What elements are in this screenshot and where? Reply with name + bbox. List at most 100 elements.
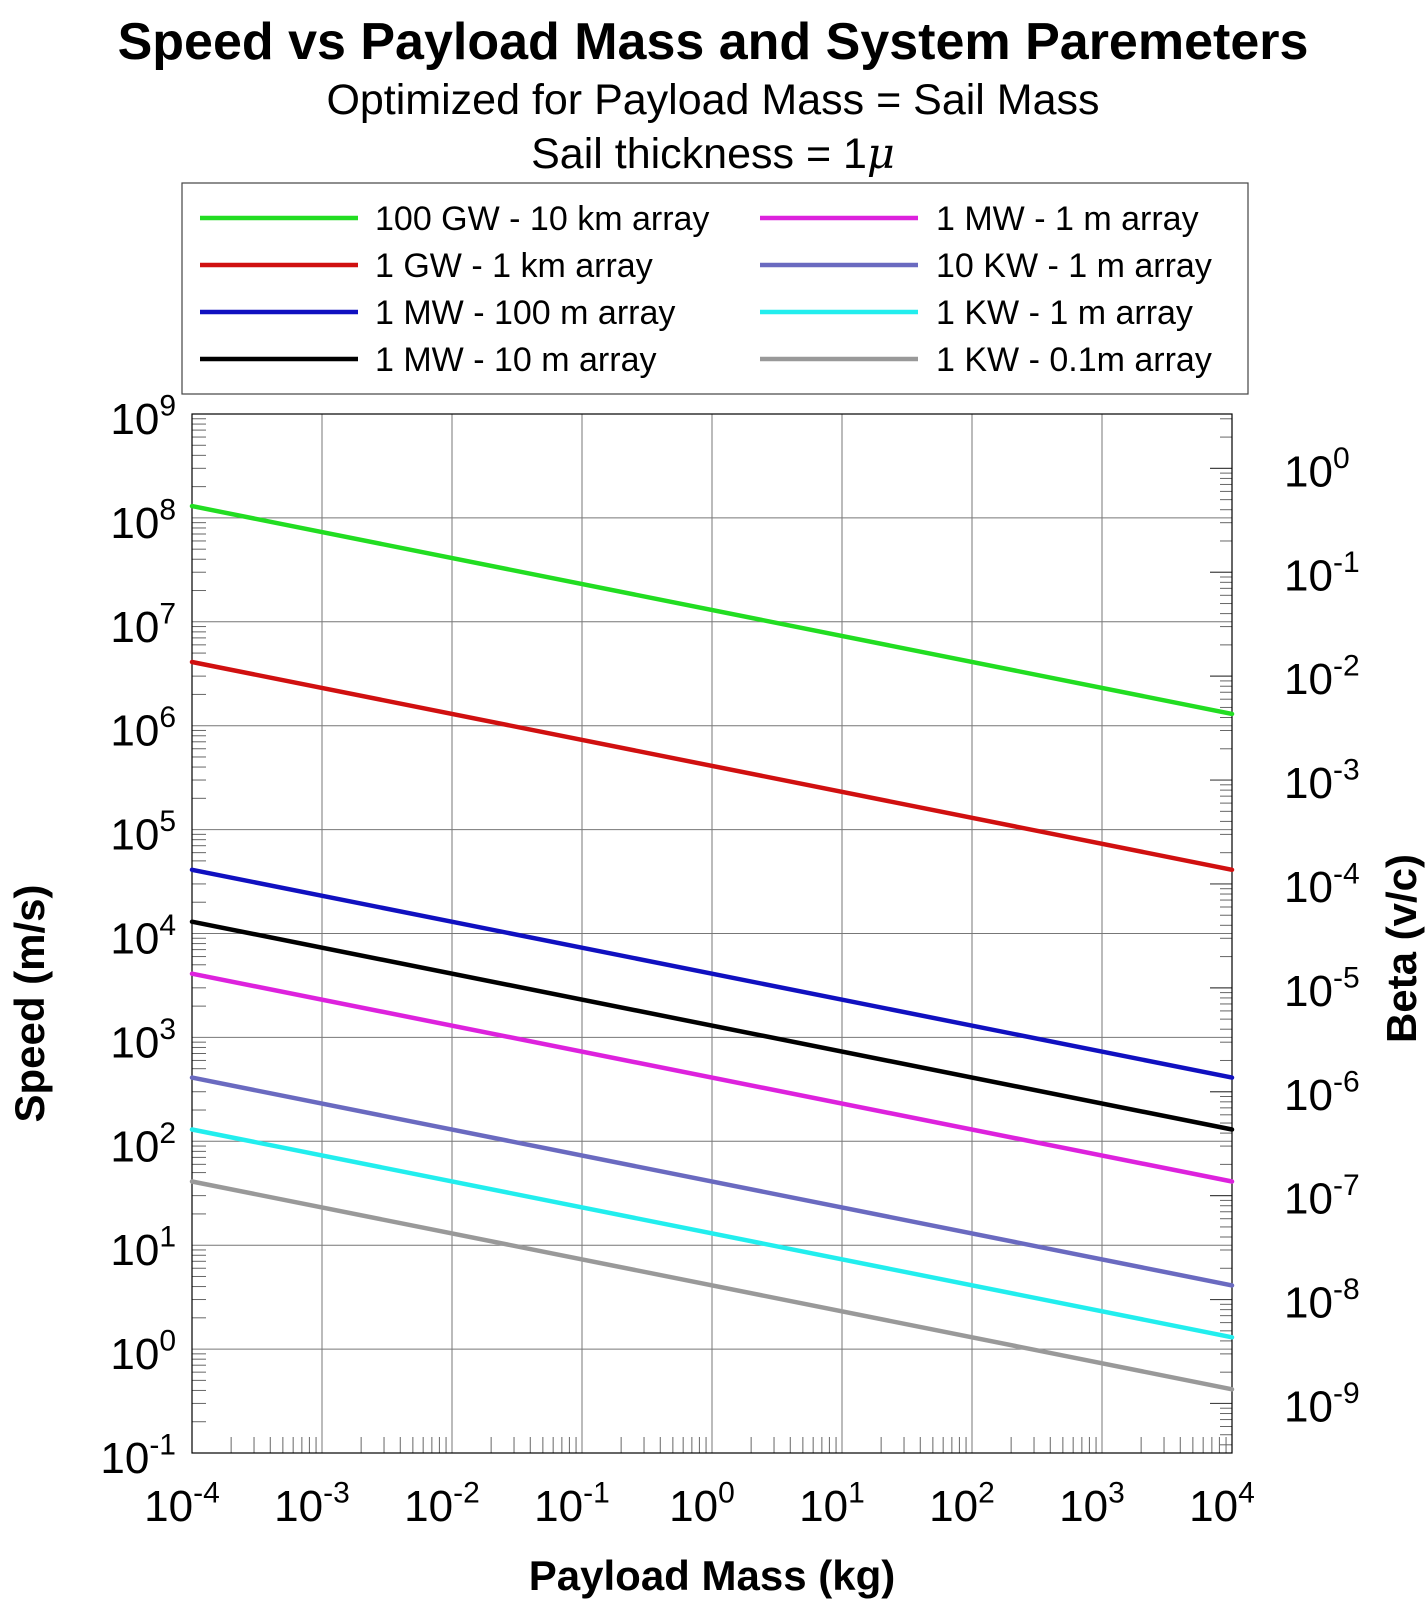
x-tick-label-base: 10 <box>929 1482 978 1531</box>
y-tick-label-exponent: 6 <box>159 701 176 734</box>
y2-tick-label-exponent: -9 <box>1333 1377 1360 1410</box>
y-tick-label: 105 <box>110 805 176 859</box>
x-tick-label-base: 10 <box>1059 1482 1108 1531</box>
series-line <box>189 919 1235 1132</box>
legend-box <box>181 182 1249 395</box>
y2-tick-label-exponent: -7 <box>1333 1169 1360 1202</box>
series-line <box>189 1127 1235 1340</box>
legend-label: 1 KW - 0.1m array <box>936 341 1212 379</box>
x-tick-label: 10-3 <box>274 1477 350 1531</box>
y2-tick-label: 10-1 <box>1284 546 1360 600</box>
y-tick-label-base: 10 <box>110 1018 159 1067</box>
x-tick-label-base: 10 <box>669 1482 718 1531</box>
y-tick-label: 109 <box>110 390 176 444</box>
y-tick-label: 101 <box>110 1221 176 1275</box>
y-tick-label: 108 <box>110 493 176 547</box>
y2-tick-label: 10-6 <box>1284 1065 1360 1119</box>
legend-label: 1 GW - 1 km array <box>375 247 653 285</box>
x-tick-label: 103 <box>1059 1477 1125 1531</box>
y2-tick-label: 10-2 <box>1284 650 1360 704</box>
y-tick-label-base: 10 <box>100 1434 149 1483</box>
y2-tick-label: 100 <box>1284 442 1350 496</box>
legend-label: 1 MW - 1 m array <box>936 200 1199 238</box>
y-tick-label-exponent: 8 <box>159 493 176 526</box>
y2-tick-label: 10-8 <box>1284 1273 1360 1327</box>
y-tick-label-base: 10 <box>110 1122 159 1171</box>
x-tick-label-exponent: -2 <box>453 1477 480 1510</box>
plot-frame <box>191 413 1233 1454</box>
y-tick-label: 103 <box>110 1013 176 1067</box>
legend-label: 10 KW - 1 m array <box>936 247 1212 285</box>
y-tick-label: 102 <box>110 1117 176 1171</box>
mu-symbol: μ <box>866 129 895 179</box>
y-tick-label-exponent: 7 <box>159 597 176 630</box>
y-tick-label-exponent: 2 <box>159 1117 176 1150</box>
y2-tick-label-base: 10 <box>1284 655 1333 704</box>
y2-tick-label-base: 10 <box>1284 447 1333 496</box>
chart-subtitle-2-text: Sail thickness = 1 <box>531 130 867 178</box>
x-tick-labels: 10-4 10-3 10-2 10-1 100 101 102 103 104 <box>144 1477 1255 1531</box>
x-tick-label-exponent: 2 <box>978 1477 995 1510</box>
y2-tick-label-base: 10 <box>1284 863 1333 912</box>
x-tick-label: 10-2 <box>404 1477 480 1531</box>
y-tick-label: 107 <box>110 597 176 651</box>
y2-tick-label-exponent: -6 <box>1333 1065 1360 1098</box>
legend-label: 100 GW - 10 km array <box>375 200 709 238</box>
x-tick-label: 101 <box>799 1477 865 1531</box>
y-tick-label-base: 10 <box>110 915 159 964</box>
y-tick-label-base: 10 <box>110 1330 159 1379</box>
y2-tick-label: 10-9 <box>1284 1377 1360 1431</box>
x-tick-label-base: 10 <box>274 1482 323 1531</box>
x-axis-label: Payload Mass (kg) <box>529 1552 895 1599</box>
y-tick-label-exponent: 9 <box>159 390 176 423</box>
y2-tick-label-base: 10 <box>1284 1279 1333 1328</box>
y-tick-label: 10-1 <box>100 1429 176 1483</box>
y-tick-label-exponent: 1 <box>159 1221 176 1254</box>
y2-tick-label-exponent: -1 <box>1333 546 1360 579</box>
y-tick-label-exponent: 3 <box>159 1013 176 1046</box>
y-tick-label-exponent: 4 <box>159 909 176 942</box>
x-tick-label-exponent: 3 <box>1108 1477 1125 1510</box>
x-tick-label-exponent: 0 <box>718 1477 735 1510</box>
x-tick-label: 104 <box>1189 1477 1255 1531</box>
y-tick-label: 106 <box>110 701 176 755</box>
y2-tick-label: 10-4 <box>1284 857 1360 911</box>
y2-tick-label-exponent: -5 <box>1333 961 1360 994</box>
x-tick-label: 100 <box>669 1477 735 1531</box>
x-tick-label-base: 10 <box>799 1482 848 1531</box>
y2-tick-label-exponent: 0 <box>1333 442 1350 475</box>
series-line <box>189 1075 1235 1288</box>
y-tick-label-base: 10 <box>110 1226 159 1275</box>
legend-label: 1 MW - 100 m array <box>375 294 675 332</box>
x-tick-label-exponent: -3 <box>323 1477 350 1510</box>
y2-tick-label-base: 10 <box>1284 1382 1333 1431</box>
y-tick-label: 100 <box>110 1325 176 1379</box>
y2-tick-label-base: 10 <box>1284 1071 1333 1120</box>
y-tick-label-exponent: 0 <box>159 1325 176 1358</box>
y2-tick-label-exponent: -3 <box>1333 754 1360 787</box>
x-tick-label-base: 10 <box>144 1482 193 1531</box>
series-line <box>189 1179 1235 1392</box>
chart-title: Speed vs Payload Mass and System Paremet… <box>117 13 1309 71</box>
x-tick-label-exponent: -1 <box>583 1477 610 1510</box>
y-tick-label-base: 10 <box>110 811 159 860</box>
y2-tick-label: 10-5 <box>1284 961 1360 1015</box>
y2-tick-label-base: 10 <box>1284 759 1333 808</box>
x-tick-label-base: 10 <box>534 1482 583 1531</box>
y2-tick-label: 10-7 <box>1284 1169 1360 1223</box>
y-tick-label-exponent: 5 <box>159 805 176 838</box>
x-tick-label: 102 <box>929 1477 995 1531</box>
minor-ticks <box>192 418 1232 1453</box>
x-tick-label: 10-1 <box>534 1477 610 1531</box>
x-tick-label-exponent: 1 <box>848 1477 865 1510</box>
y-tick-label-exponent: -1 <box>149 1429 176 1462</box>
x-tick-label: 10-4 <box>144 1477 220 1531</box>
legend-label: 1 MW - 10 m array <box>375 341 656 379</box>
series-lines <box>189 503 1235 1392</box>
y2-tick-label-base: 10 <box>1284 551 1333 600</box>
series-line <box>189 503 1235 717</box>
x-tick-label-base: 10 <box>404 1482 453 1531</box>
x-tick-label-exponent: -4 <box>193 1477 220 1510</box>
